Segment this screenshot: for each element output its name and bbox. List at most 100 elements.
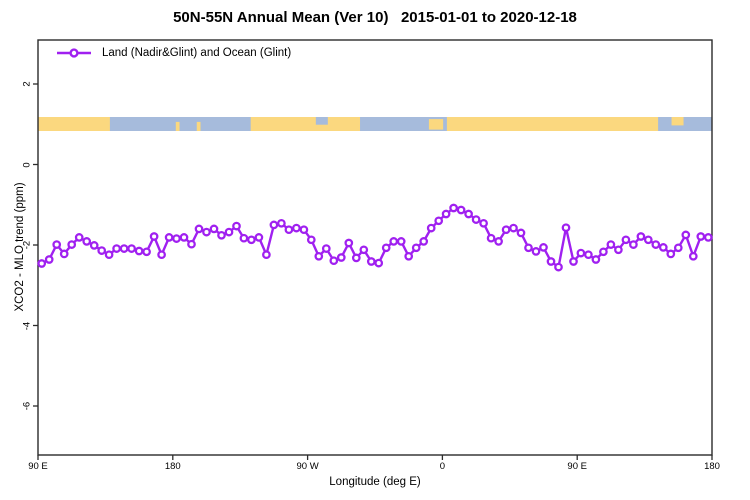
data-point-marker	[202, 227, 211, 237]
data-point-marker	[456, 205, 466, 215]
data-point-marker	[599, 247, 608, 257]
data-point-marker	[569, 257, 578, 266]
data-point-marker	[149, 232, 159, 241]
data-point-marker	[554, 262, 563, 272]
data-point-marker	[224, 227, 234, 237]
data-point-marker	[187, 239, 196, 249]
data-point-marker	[97, 246, 107, 255]
land-segment	[196, 121, 201, 131]
data-point-marker	[179, 233, 189, 242]
x-tick-label: 90 E	[567, 461, 587, 472]
data-point-marker	[194, 224, 204, 234]
data-point-marker	[531, 247, 541, 256]
land-segment	[671, 117, 684, 126]
data-point-marker	[366, 257, 376, 266]
data-point-marker	[658, 243, 668, 252]
data-point-marker	[696, 232, 706, 241]
x-tick-label: 90 W	[296, 461, 319, 472]
data-point-marker	[59, 249, 69, 259]
data-point-marker	[344, 238, 354, 248]
land-segment	[428, 119, 444, 130]
data-point-marker	[419, 237, 429, 246]
land-segment	[175, 121, 180, 131]
data-point-marker	[703, 233, 713, 242]
data-point-marker	[539, 243, 548, 252]
data-point-marker	[321, 244, 331, 253]
data-point-marker	[643, 235, 653, 245]
data-point-marker	[359, 245, 369, 255]
data-point-marker	[494, 237, 503, 246]
data-point-marker	[561, 223, 571, 233]
data-point-marker	[239, 233, 249, 243]
y-tick-label: -4	[21, 321, 33, 330]
ocean-notch	[315, 117, 328, 125]
data-point-marker	[74, 233, 84, 242]
data-point-marker	[336, 253, 346, 262]
data-point-marker	[614, 245, 623, 255]
x-axis-title: Longitude (deg E)	[329, 476, 421, 488]
data-point-marker	[464, 209, 473, 219]
data-point-marker	[591, 255, 601, 264]
data-point-marker	[396, 237, 406, 246]
data-point-marker	[479, 218, 488, 228]
data-point-marker	[389, 237, 399, 246]
data-point-marker	[629, 240, 638, 249]
data-point-marker	[52, 240, 62, 249]
x-tick-label: 0	[439, 461, 446, 472]
data-point-marker	[217, 230, 226, 240]
data-point-marker	[606, 240, 616, 249]
data-point-marker	[284, 225, 294, 235]
data-point-marker	[104, 250, 114, 260]
legend: Land (Nadir&Glint) and Ocean (Glint)	[56, 46, 291, 60]
data-point-marker	[351, 253, 361, 263]
series-polyline	[40, 206, 710, 269]
data-point-marker	[666, 249, 676, 259]
data-point-marker	[426, 223, 436, 233]
data-point-marker	[82, 237, 92, 246]
data-point-marker	[374, 258, 384, 268]
data-point-marker	[247, 235, 256, 245]
x-tick-label: 180	[704, 461, 720, 472]
land-segment	[446, 117, 659, 131]
data-point-marker	[651, 240, 661, 249]
data-point-marker	[44, 255, 54, 264]
y-tick-label: -2	[21, 240, 33, 250]
data-point-marker	[516, 228, 526, 238]
data-point-marker	[269, 220, 279, 230]
data-point-marker	[434, 216, 444, 226]
data-point-marker	[112, 244, 121, 253]
data-series-line	[37, 203, 713, 272]
chart-title: 50N-55N Annual Mean (Ver 10) 2015-01-01 …	[173, 9, 577, 26]
land-segment	[38, 117, 110, 131]
legend-label: Land (Nadir&Glint) and Ocean (Glint)	[102, 47, 292, 59]
data-point-marker	[262, 250, 271, 260]
data-point-marker	[471, 215, 481, 224]
data-point-marker	[411, 243, 421, 253]
data-point-marker	[673, 243, 683, 253]
data-point-marker	[232, 221, 241, 231]
data-point-marker	[688, 251, 698, 261]
data-point-marker	[277, 218, 286, 228]
y-tick-label: -6	[21, 401, 33, 411]
data-point-marker	[142, 247, 151, 257]
data-point-marker	[119, 244, 129, 253]
plot-border	[37, 39, 713, 456]
data-point-marker	[89, 241, 99, 250]
data-point-marker	[299, 225, 309, 235]
data-point-marker	[306, 235, 316, 245]
world-map-band	[38, 117, 712, 131]
x-tick-label: 180	[164, 461, 181, 472]
data-point-marker	[681, 230, 691, 240]
data-point-marker	[329, 256, 339, 266]
data-point-marker	[164, 233, 174, 242]
data-point-marker	[314, 251, 324, 261]
x-tick-label: 90 E	[28, 461, 48, 472]
data-point-marker	[636, 232, 646, 241]
data-point-marker	[404, 251, 414, 261]
data-point-marker	[254, 233, 264, 242]
data-point-marker	[509, 223, 518, 233]
y-tick-label: 2	[21, 81, 33, 87]
data-point-marker	[546, 257, 556, 266]
